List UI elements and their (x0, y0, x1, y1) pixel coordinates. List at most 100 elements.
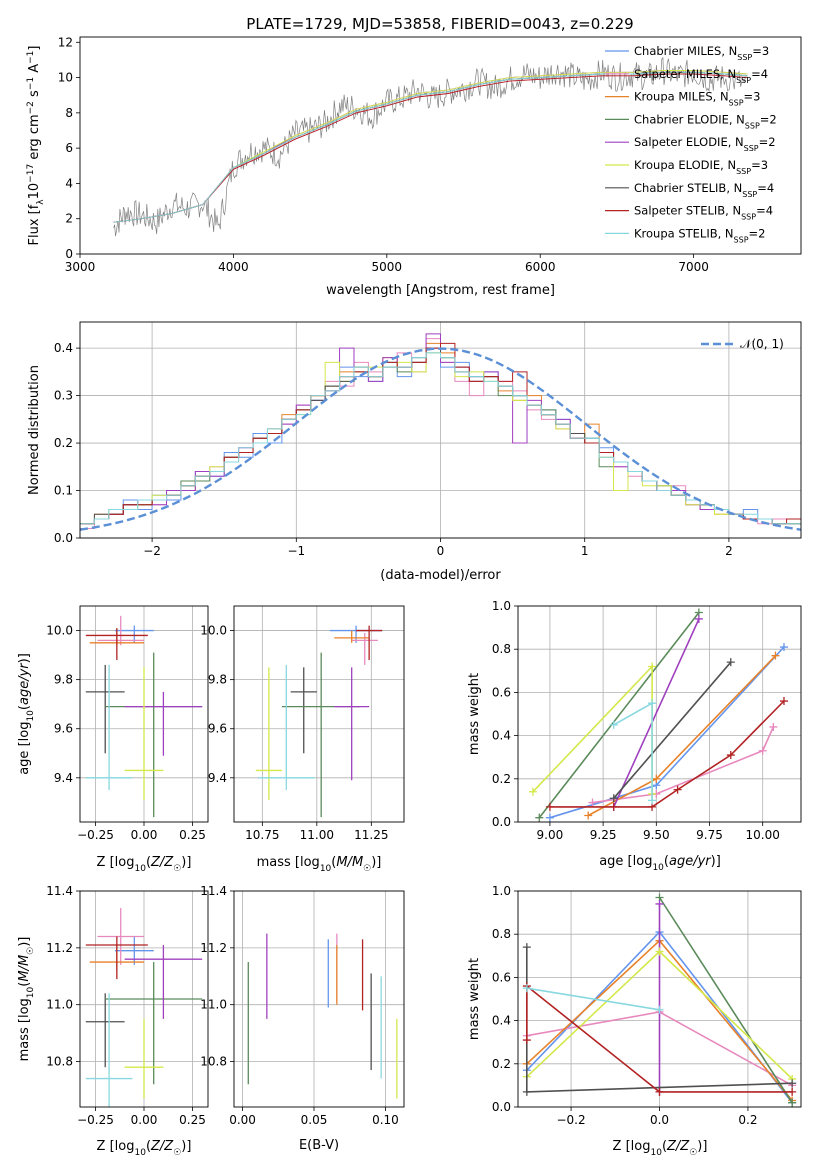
legend-label: Chabrier STELIB, NSSP=4 (634, 181, 774, 199)
label-part: 10 (27, 183, 42, 200)
x-tick-label: 5000 (372, 260, 403, 274)
weight-line-7 (549, 700, 785, 808)
y-tick-label: 0.2 (492, 772, 511, 786)
y-tick-label: 2 (65, 212, 73, 226)
legend-label: Kroupa MILES, NSSP=3 (634, 90, 760, 108)
y-tick-label: 0.2 (492, 1057, 511, 1071)
legend-label-part: =2 (760, 112, 777, 126)
x-axis-label: Z [log10(Z/Z☉)] (97, 855, 192, 874)
y-tick-label: 9.6 (54, 722, 73, 736)
weight-marker-2 (652, 774, 661, 783)
y-tick-label: 11.4 (200, 884, 227, 898)
x-tick-label: 0.25 (179, 828, 206, 842)
y-tick-label: 8 (65, 106, 73, 120)
legend-label-part: Chabrier MILES, N (634, 44, 737, 58)
legend-label-part: Kroupa ELODIE, N (634, 158, 736, 172)
x-tick-label: −0.2 (556, 1113, 585, 1127)
weight-marker-0 (779, 643, 788, 652)
weight-marker-0 (545, 813, 554, 822)
x-tick-label: −0.25 (77, 828, 114, 842)
x-axis-label: wavelength [Angstrom, rest frame] (326, 283, 555, 298)
legend-label: Chabrier MILES, NSSP=3 (634, 44, 769, 62)
x-axis-label: Z [log10(Z/Z☉)] (97, 1139, 192, 1158)
label-part: s (27, 90, 42, 101)
axes-frame (79, 605, 209, 823)
label-part: mass [log (17, 998, 32, 1061)
label-part: ☉ (363, 864, 371, 874)
label-part: ( (331, 855, 336, 870)
y-tick-label: 4 (65, 176, 73, 190)
x-tick-label: 0.05 (301, 1113, 328, 1127)
series-line-8 (113, 71, 748, 223)
label-part: 10 (134, 1148, 146, 1158)
weight-marker-8 (655, 1005, 664, 1014)
label-part: age/yr (669, 854, 712, 869)
y-tick-label: 0.0 (492, 815, 511, 829)
weight-marker-8 (648, 699, 657, 708)
y-tick-label: 0.4 (492, 729, 511, 743)
legend-label-part: SSP (729, 98, 744, 107)
x-tick-label: 1 (581, 544, 589, 558)
axes-frame (79, 36, 802, 255)
legend-label-part: SSP (741, 212, 756, 221)
label-part: ☉ (26, 947, 36, 955)
y-tick-label: 10.0 (200, 624, 227, 638)
x-tick-label: 9.00 (537, 828, 564, 842)
weight-marker-3 (788, 1098, 797, 1107)
weight-marker-7 (779, 697, 788, 706)
weight-marker-7 (673, 785, 682, 794)
weight-marker-6 (609, 794, 618, 803)
label-part: )] (371, 855, 381, 870)
weight-marker-1 (769, 722, 778, 731)
weight-line-8 (613, 701, 653, 801)
legend-label-part: SSP (745, 121, 760, 130)
observed-spectrum-line (113, 56, 747, 237)
legend-label-part: SSP (744, 144, 759, 153)
legend-label-part: Salpeter STELIB, N (634, 204, 741, 218)
x-axis-label: mass [log10(M/M☉)] (257, 855, 382, 874)
label-part: )] (17, 653, 32, 663)
series-line-7 (113, 73, 748, 223)
y-tick-label: 9.6 (208, 722, 227, 736)
label-part: )] (17, 937, 32, 947)
y-axis-label: Flux [fλ10−17 erg cm−2 s−1 A−1] (26, 46, 46, 246)
weight-line-4 (613, 618, 700, 808)
plot-area (255, 625, 383, 818)
label-part: Z [log (97, 855, 135, 870)
weight-marker-1 (758, 746, 767, 755)
label-part: ] (27, 46, 42, 51)
y-tick-label: 10.8 (46, 1055, 73, 1069)
y-tick-label: 10.8 (200, 1055, 227, 1069)
label-part: )] (181, 1139, 191, 1154)
label-part: 10 (26, 710, 36, 722)
label-part: mass [log (257, 855, 320, 870)
y-tick-label: 11.2 (46, 941, 73, 955)
histogram-8 (80, 352, 801, 525)
weight-line-7 (525, 984, 793, 1093)
y-axis-label: age [log10(age/yr)] (17, 653, 36, 775)
x-tick-label: 0 (437, 544, 445, 558)
x-tick-label: 3000 (65, 260, 96, 274)
plot-area (522, 893, 797, 1107)
y-tick-label: 9.8 (54, 673, 73, 687)
label-part: age [log (17, 722, 32, 775)
weight-marker-7 (726, 751, 735, 760)
legend-label: Chabrier ELODIE, NSSP=2 (634, 112, 777, 129)
chart-panel-age-vs-z: −0.25 0.00 0.259.49.69.810.0Z [log10(Z/Z☉)… (17, 605, 209, 874)
legend-label-part: SSP (736, 75, 751, 84)
weight-marker-4 (655, 899, 664, 908)
label-part: −1 (26, 77, 36, 90)
label-part: ( (17, 705, 32, 710)
x-tick-label: −1 (287, 544, 305, 558)
y-axis-label: mass weight (467, 958, 482, 1040)
label-part: )] (711, 854, 721, 869)
y-tick-label: 11.2 (200, 941, 227, 955)
label-part: λ (36, 199, 46, 205)
x-axis-label: (data-model)/error (380, 568, 501, 583)
chart-panel-spectrum: 3000 4000 5000 6000 7000 0 2 4 6 8 10 12 wavelength … (26, 35, 802, 298)
x-tick-label: 9.50 (643, 828, 670, 842)
legend-label-part: Salpeter ELODIE, N (634, 135, 744, 149)
label-part: 10 (320, 864, 332, 874)
chart-panel-weight-vs-age: 9.00 9.25 9.50 9.75 10.00 0.0 0.2 0.4 0.6 0.8 1.0 m… (467, 599, 802, 873)
